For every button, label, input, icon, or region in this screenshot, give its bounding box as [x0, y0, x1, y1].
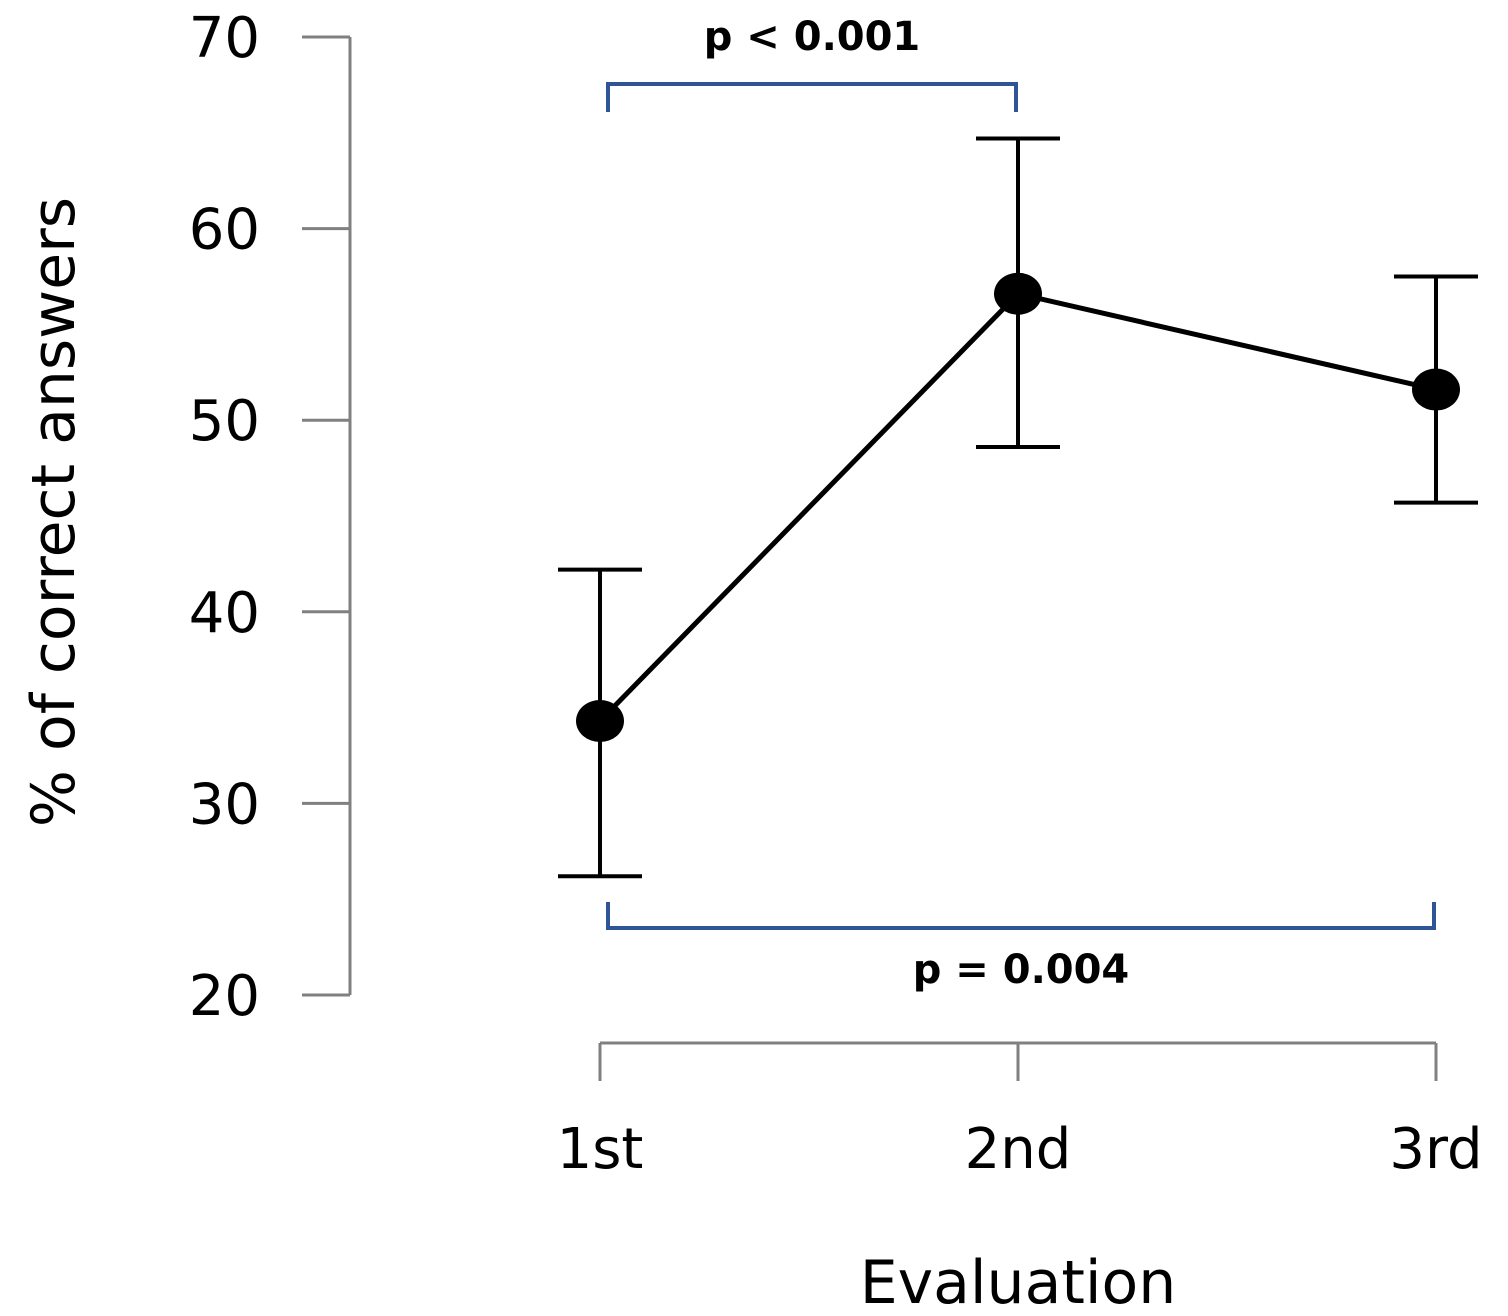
data-point-1st [576, 700, 624, 743]
x-tick-label-2nd: 2nd [965, 1117, 1072, 1182]
data-point-3rd [1412, 368, 1460, 411]
significance-brackets: p < 0.001 p = 0.004 [606, 14, 1436, 993]
y-tick-label: 60 [189, 198, 260, 263]
y-tick-label: 20 [189, 964, 260, 1029]
y-axis: 20 30 40 50 60 70 [189, 6, 352, 1029]
x-tick-label-3rd: 3rd [1389, 1117, 1482, 1182]
p-value-top: p < 0.001 [704, 14, 921, 60]
x-axis-title: Evaluation [860, 1248, 1177, 1316]
y-tick-label: 40 [189, 581, 260, 646]
y-axis-title: % of correct answers [19, 197, 89, 827]
data-point-2nd [994, 272, 1042, 315]
y-tick-label: 30 [189, 772, 260, 837]
p-value-bottom: p = 0.004 [913, 947, 1130, 993]
y-tick-label: 70 [189, 6, 260, 71]
bracket-bottom [606, 902, 1436, 930]
series [558, 136, 1478, 879]
x-tick-label-1st: 1st [557, 1117, 644, 1182]
x-axis: 1st 2nd 3rd [557, 1041, 1483, 1182]
bracket-top [606, 82, 1018, 112]
y-tick-label: 50 [189, 389, 260, 454]
